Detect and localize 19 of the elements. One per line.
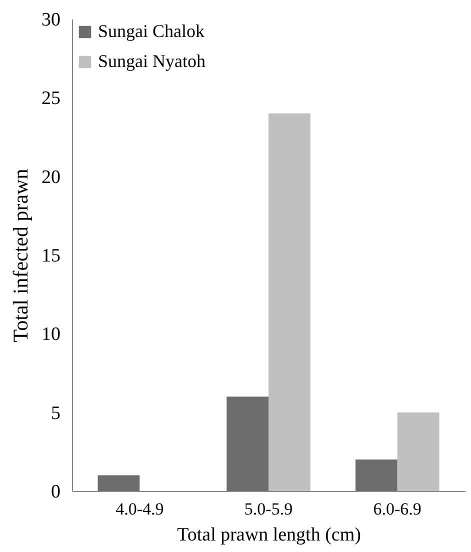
y-tick-label: 10 bbox=[42, 324, 60, 346]
x-tick-label: 5.0-5.9 bbox=[244, 500, 293, 518]
bar bbox=[397, 412, 440, 491]
y-tick-label: 5 bbox=[51, 402, 60, 424]
y-tick-label: 0 bbox=[51, 482, 60, 502]
bar bbox=[268, 113, 310, 491]
x-tick-label: 4.0-4.9 bbox=[116, 500, 164, 518]
x-tick-label: 6.0-6.9 bbox=[373, 500, 422, 518]
y-tick-label: 30 bbox=[42, 10, 60, 30]
x-axis-title: Total prawn length (cm) bbox=[177, 524, 361, 546]
legend-label: Sungai Nyatoh bbox=[98, 51, 206, 71]
y-tick-label: 20 bbox=[42, 166, 60, 188]
bar bbox=[98, 475, 140, 491]
bar bbox=[355, 460, 398, 491]
y-tick-label: 15 bbox=[42, 246, 60, 266]
y-tick-label: 25 bbox=[42, 88, 60, 110]
legend-label: Sungai Chalok bbox=[98, 21, 204, 41]
y-axis-title: Total infected prawn bbox=[8, 168, 32, 342]
bar bbox=[226, 396, 268, 491]
